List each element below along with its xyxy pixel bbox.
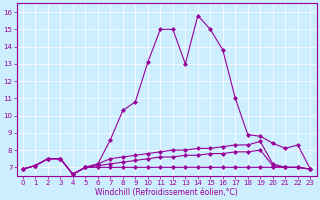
X-axis label: Windchill (Refroidissement éolien,°C): Windchill (Refroidissement éolien,°C) xyxy=(95,188,238,197)
